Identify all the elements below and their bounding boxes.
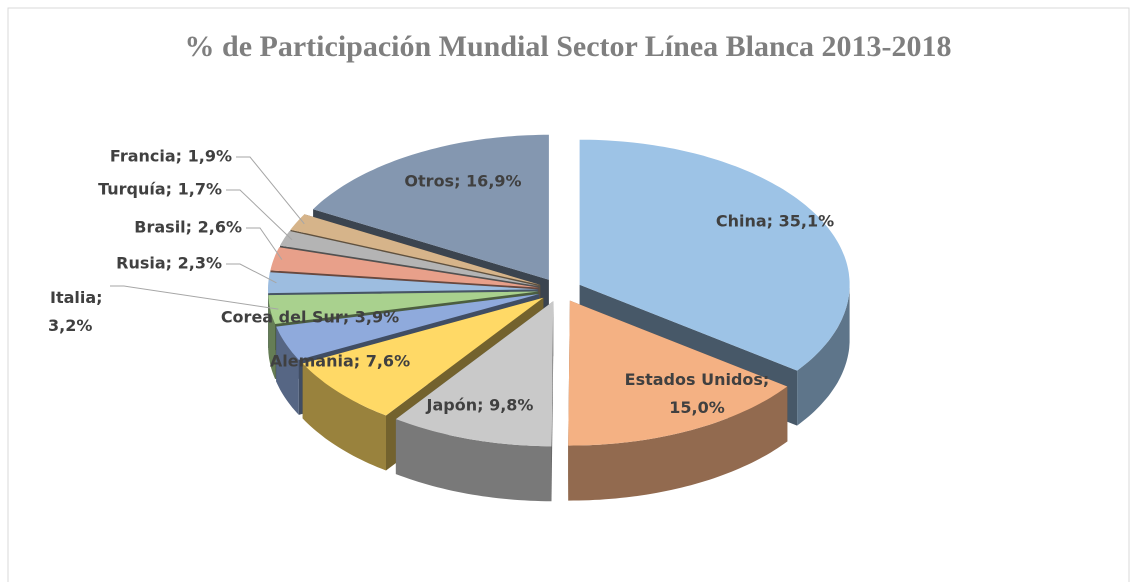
slice bbox=[579, 139, 850, 371]
slice-wall bbox=[268, 295, 276, 379]
slice-wall bbox=[797, 284, 850, 426]
data-label: Francia; 1,9% bbox=[110, 147, 232, 166]
slice bbox=[395, 301, 554, 447]
slice-wall bbox=[395, 419, 552, 502]
slice-wall bbox=[276, 326, 299, 415]
data-label: Otros; 16,9% bbox=[404, 172, 521, 191]
data-label: Rusia; 2,3% bbox=[116, 254, 222, 273]
data-label: Brasil; 2,6% bbox=[134, 218, 242, 237]
leader-line bbox=[246, 227, 283, 260]
slice bbox=[568, 300, 788, 446]
leader-line bbox=[110, 285, 279, 310]
data-label: Estados Unidos; 15,0% bbox=[625, 370, 770, 417]
data-label: Corea del Sur; 3,9% bbox=[221, 308, 399, 327]
slice-wall bbox=[302, 363, 386, 471]
slice bbox=[270, 247, 539, 288]
data-label: China; 35,1% bbox=[716, 212, 834, 231]
slice bbox=[280, 231, 540, 287]
chart-title: % de Participación Mundial Sector Línea … bbox=[185, 30, 952, 63]
data-label: Italia; 3,2% bbox=[48, 288, 103, 335]
slice bbox=[276, 294, 540, 360]
leader-line bbox=[226, 189, 293, 241]
data-label: Turquía; 1,7% bbox=[98, 180, 222, 199]
leader-line bbox=[226, 263, 277, 284]
leader-line bbox=[236, 156, 305, 225]
slice bbox=[313, 134, 549, 280]
data-label: Alemania; 7,6% bbox=[270, 352, 410, 371]
slice bbox=[268, 291, 539, 324]
slice bbox=[290, 214, 541, 285]
data-label: Japón; 9,8% bbox=[426, 396, 534, 415]
slice-wall bbox=[568, 386, 788, 501]
slice bbox=[268, 272, 538, 294]
slice bbox=[302, 297, 544, 416]
